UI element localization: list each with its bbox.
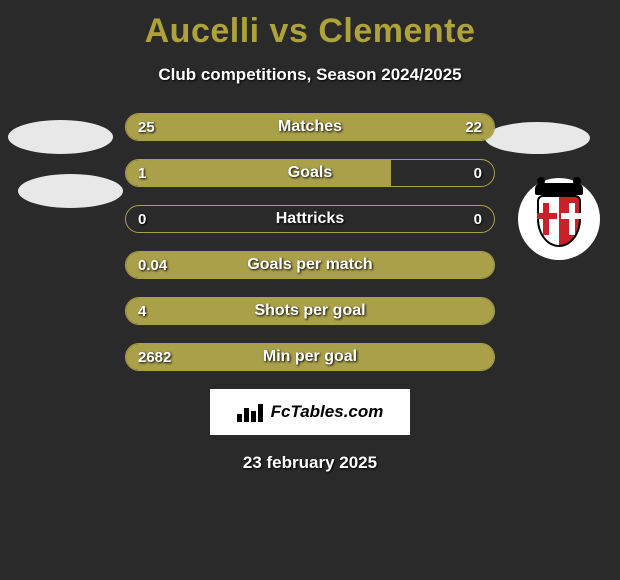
brand-badge: FcTables.com [210, 389, 410, 435]
stats-bars-container: 2522Matches10Goals00Hattricks0.04Goals p… [125, 113, 495, 371]
stat-bar: 4Shots per goal [125, 297, 495, 325]
page-title: Aucelli vs Clemente [0, 0, 620, 51]
bar-value-right: 22 [465, 114, 482, 140]
bar-fill-left [126, 344, 494, 370]
right-team-badge-1 [485, 122, 590, 154]
bar-value-right: 0 [474, 160, 482, 186]
stat-bar: 0 0Hattricks [125, 205, 495, 233]
bar-value-left: 2682 [138, 344, 171, 370]
stat-bar: 10Goals [125, 159, 495, 187]
bar-fill-left [126, 298, 494, 324]
brand-text: FcTables.com [271, 402, 384, 422]
date-footer: 23 february 2025 [0, 453, 620, 473]
crown-icon [535, 183, 583, 195]
left-team-badge-1 [8, 120, 113, 154]
bar-fill-left [126, 160, 391, 186]
bar-value-left: 4 [138, 298, 146, 324]
stat-bar: 2522Matches [125, 113, 495, 141]
right-team-crest [518, 178, 600, 260]
bars-icon [237, 402, 265, 422]
shield-icon [537, 195, 581, 247]
stat-bar: 2682Min per goal [125, 343, 495, 371]
bar-value-right: 0 [474, 206, 482, 232]
bar-value-left: 0 [138, 206, 146, 232]
bar-value-left: 1 [138, 160, 146, 186]
bar-fill-left [126, 114, 321, 140]
bar-fill-left [126, 252, 494, 278]
bar-value-left: 0.04 [138, 252, 167, 278]
bar-label: Hattricks [126, 206, 494, 232]
competition-subtitle: Club competitions, Season 2024/2025 [0, 65, 620, 85]
bar-value-left: 25 [138, 114, 155, 140]
left-team-badge-2 [18, 174, 123, 208]
stat-bar: 0.04Goals per match [125, 251, 495, 279]
